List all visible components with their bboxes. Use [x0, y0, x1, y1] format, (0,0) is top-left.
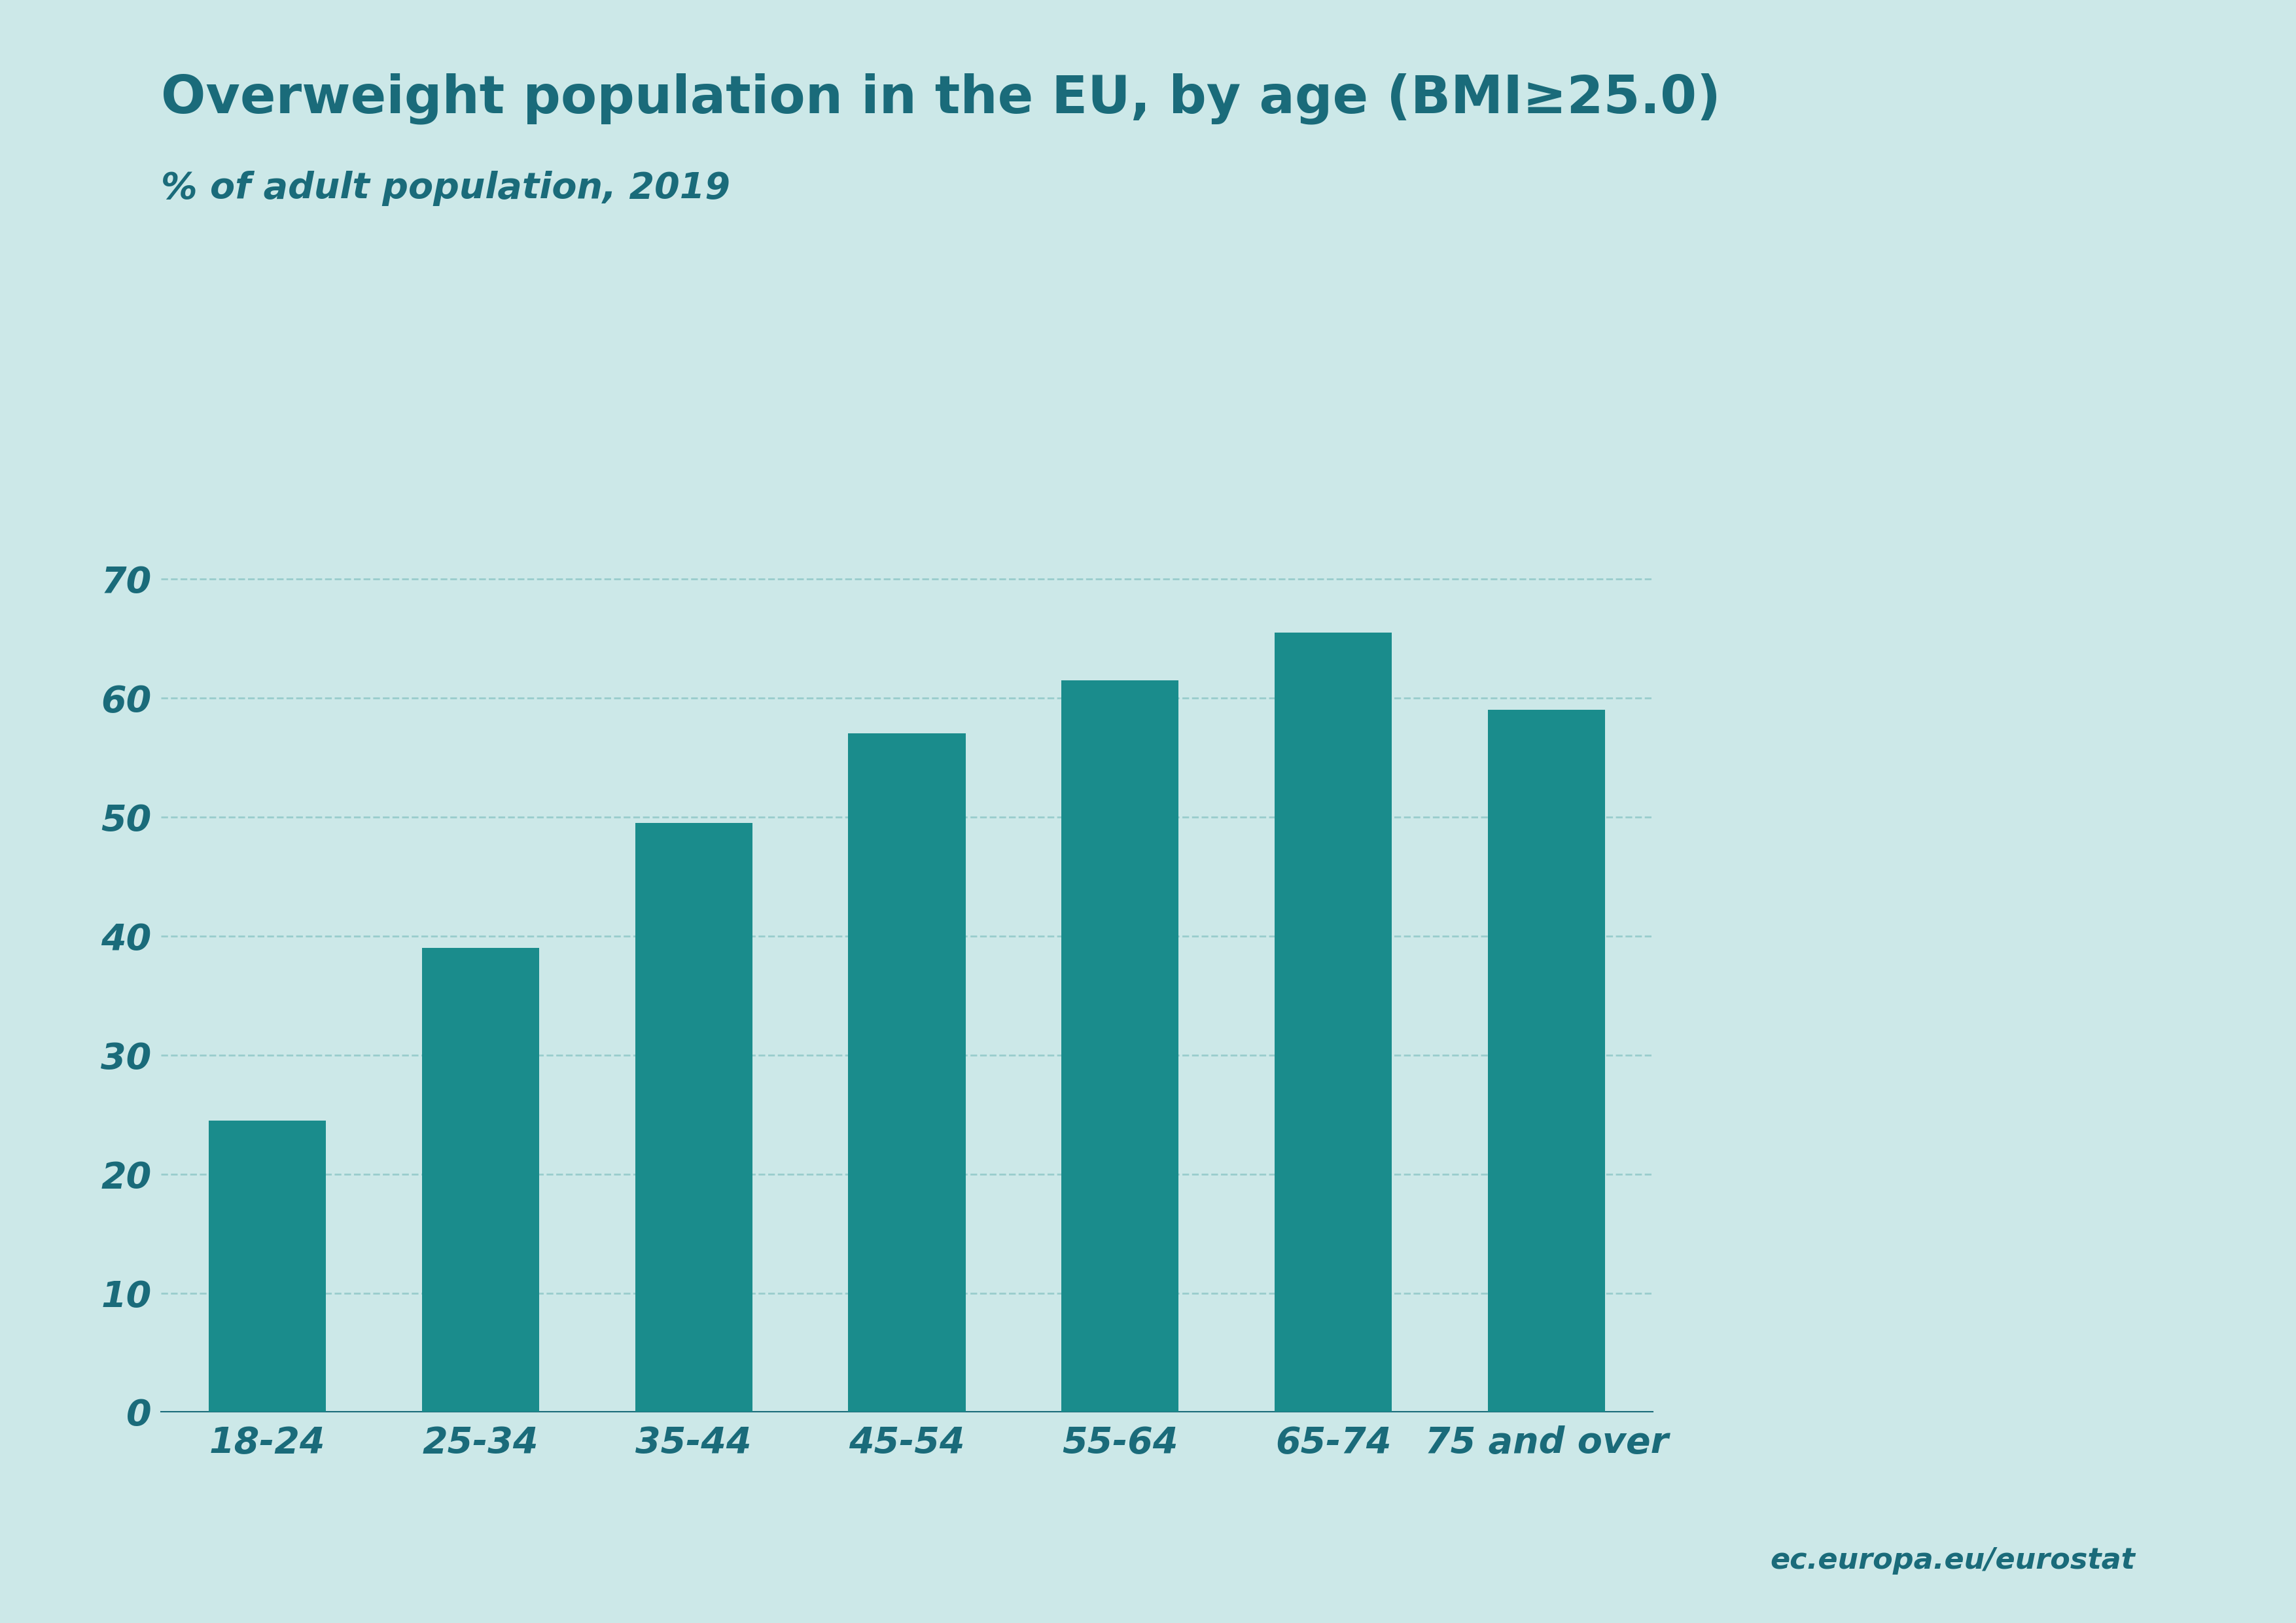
- Bar: [422, 948, 540, 1412]
- Text: Overweight population in the EU, by age (BMI≥25.0): Overweight population in the EU, by age …: [161, 73, 1720, 125]
- Bar: [847, 734, 967, 1412]
- Text: ec.europa.eu/eurostat: ec.europa.eu/eurostat: [1770, 1547, 2135, 1574]
- Bar: [1061, 680, 1178, 1412]
- Text: % of adult population, 2019: % of adult population, 2019: [161, 170, 730, 206]
- Bar: [1488, 709, 1605, 1412]
- Bar: [1274, 633, 1391, 1412]
- Bar: [636, 823, 753, 1412]
- Bar: [209, 1120, 326, 1412]
